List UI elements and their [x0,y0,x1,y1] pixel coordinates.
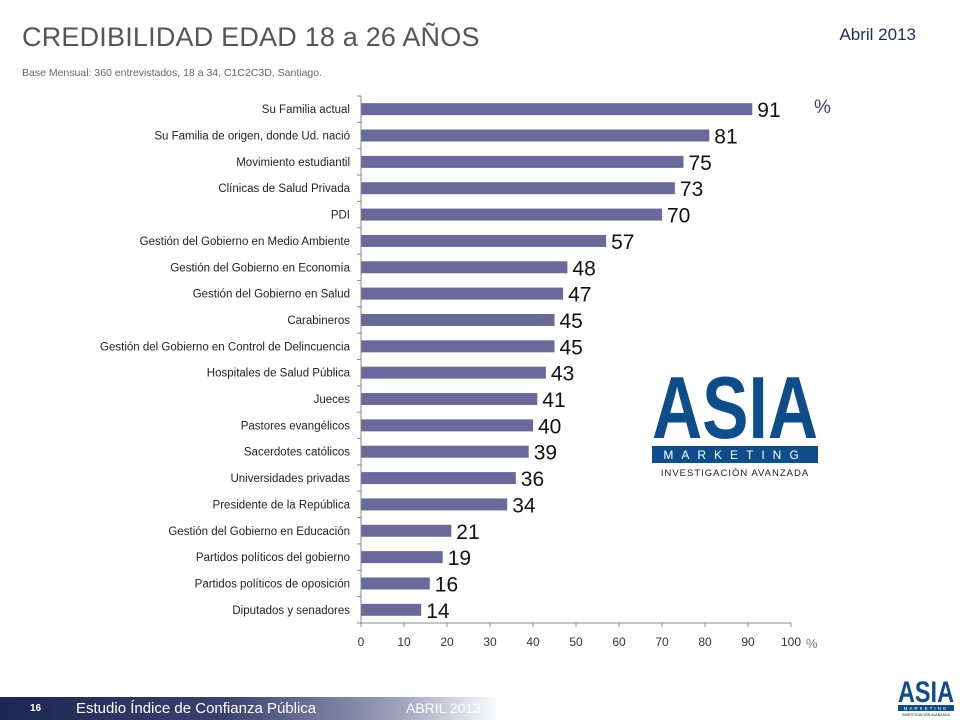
bar [361,129,710,142]
credibility-bar-chart: Su Familia actual 91 Su Familia de origen,… [100,95,801,649]
x-tick-label: 60 [612,635,626,649]
data-label: 73 [680,178,703,201]
x-tick-label: 20 [440,635,454,649]
category-label: Su Familia de origen, donde Ud. nació [154,131,350,143]
x-tick-label: 0 [358,635,365,649]
bar [361,393,538,406]
category-label: Gestión del Gobierno en Economía [170,262,350,274]
bar [361,103,753,116]
x-tick-label: 100 [781,635,801,649]
x-tick-label: 70 [655,635,669,649]
page-number: 16 [30,703,42,714]
data-label: 48 [572,257,595,280]
x-tick-label: 90 [741,635,755,649]
bar [361,261,568,274]
x-tick-label: 80 [698,635,712,649]
logo-band: MARKETING [663,448,806,462]
category-label: Gestión del Gobierno en Salud [193,289,350,301]
unit-label-top: % [814,97,831,118]
category-label: Jueces [314,394,351,406]
data-label: 47 [568,284,591,307]
x-tick-label: 50 [569,635,583,649]
x-tick-label: 10 [397,635,411,649]
bar [361,498,508,511]
x-tick-label: 30 [483,635,497,649]
small-logo-tagline: INVESTIGACIÓN AVANZADA [902,712,950,717]
bar [361,577,430,590]
data-label: 91 [757,99,780,122]
bar [361,155,684,168]
data-label: 19 [448,547,471,570]
logo-word: ASIA [652,360,818,457]
small-logo-band: MARKETING [904,706,949,711]
data-label: 57 [611,231,634,254]
bar [361,472,516,485]
data-label: 34 [512,494,536,517]
bar [361,603,422,616]
data-label: 45 [560,336,583,359]
data-label: 40 [538,415,561,438]
category-label: Movimiento estudiantil [236,157,350,169]
unit-label-axis: % [806,636,818,651]
category-label: Pastores evangélicos [241,420,351,432]
bar [361,287,564,300]
category-label: Partidos políticos de oposición [195,578,350,590]
bar [361,445,529,458]
data-label: 70 [667,205,690,228]
category-label: Sacerdotes católicos [244,447,350,459]
data-label: 81 [714,126,737,149]
data-label: 36 [521,468,544,491]
bar [361,340,555,353]
asia-marketing-logo: ASIA MARKETING INVESTIGACIÓN AVANZADA [652,360,818,479]
chart-subtitle: Base Mensual: 360 entrevistados, 18 a 34… [22,67,323,79]
bar [361,313,555,326]
footer: 16 Estudio Índice de Confianza Pública A… [0,697,960,720]
category-label: Clínicas de Salud Privada [218,183,350,195]
data-label: 45 [560,310,583,333]
data-label: 16 [435,573,458,596]
category-label: Gestión del Gobierno en Educación [168,526,350,538]
logo-tagline: INVESTIGACIÓN AVANZADA [661,468,809,479]
category-label: Carabineros [287,315,350,327]
report-date: Abril 2013 [839,25,916,44]
bar [361,366,546,379]
category-label: Gestión del Gobierno en Control de Delin… [100,341,351,353]
small-logo-word: ASIA [898,676,954,709]
asia-marketing-small-logo: ASIA MARKETING INVESTIGACIÓN AVANZADA [898,676,954,717]
bar [361,551,443,564]
bar [361,234,607,247]
bar [361,182,675,195]
category-label: Gestión del Gobierno en Medio Ambiente [140,236,350,248]
category-label: Diputados y senadores [232,605,350,617]
footer-date: ABRIL 2013 [406,700,481,716]
data-label: 39 [534,442,557,465]
category-label: Su Familia actual [262,104,350,116]
data-label: 21 [456,521,479,544]
page-title: CREDIBILIDAD EDAD 18 a 26 AÑOS [22,22,480,52]
footer-bar [0,697,500,720]
data-label: 41 [542,389,565,412]
category-label: Universidades privadas [230,473,350,485]
bar [361,524,452,537]
category-label: Partidos políticos del gobierno [196,552,350,564]
category-label: Hospitales de Salud Pública [207,368,351,380]
data-label: 43 [551,363,574,386]
bar [361,208,662,221]
data-label: 75 [689,152,712,175]
category-label: Presidente de la República [213,499,351,511]
x-tick-label: 40 [526,635,540,649]
footer-study-title: Estudio Índice de Confianza Pública [76,700,317,717]
category-label: PDI [331,210,350,222]
data-label: 14 [426,600,450,623]
bar [361,419,533,432]
